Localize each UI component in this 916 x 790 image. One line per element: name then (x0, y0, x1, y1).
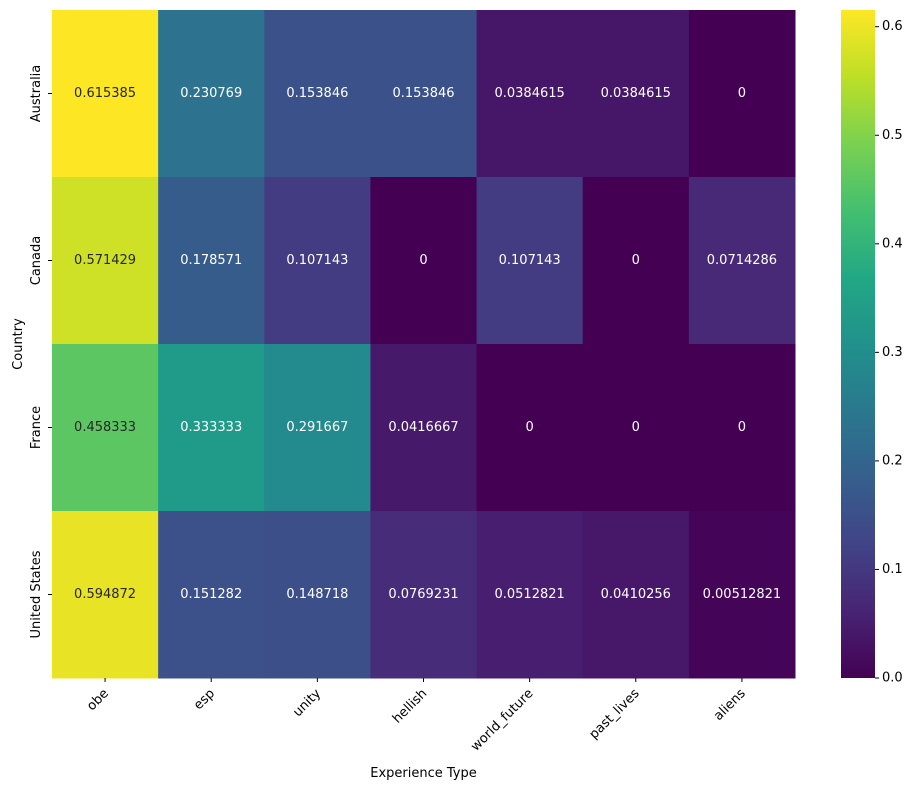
heatmap-cell (264, 10, 371, 178)
cell-value-label: 0.107143 (499, 253, 561, 268)
colorbar-tick-label: 0.3 (882, 345, 903, 360)
x-axis-ticks: obe esp unity hellish world_future past_lives… (84, 678, 749, 754)
heatmap-cell (688, 344, 796, 512)
x-tick-label: obe (84, 686, 112, 714)
cell-value-label: 0.153846 (392, 86, 454, 101)
y-tick-label: Australia (29, 65, 44, 123)
cell-value-label: 0.0410256 (601, 587, 671, 602)
heatmap-cell (476, 10, 584, 178)
cell-value-label: 0.0512821 (494, 587, 564, 602)
cell-value-label: 0 (526, 420, 534, 435)
heatmap-cell (476, 177, 584, 345)
cell-value-label: 0 (632, 253, 640, 268)
y-axis-ticks: Australia Canada France United States (29, 65, 52, 639)
y-tick-label: Canada (29, 236, 44, 285)
cell-value-label: 0.594872 (74, 587, 136, 602)
x-tick-label: esp (191, 686, 218, 713)
cell-value-label: 0 (632, 420, 640, 435)
heatmap-cell (158, 10, 265, 178)
y-axis-title: Country (11, 318, 26, 370)
heatmap-cell (52, 511, 159, 679)
colorbar-tick-label: 0.1 (882, 562, 903, 577)
x-tick-label: world_future (468, 686, 536, 754)
cell-value-label: 0.0416667 (388, 420, 458, 435)
heatmap-cell (52, 344, 159, 512)
heatmap-cell (370, 344, 478, 512)
x-tick-label: aliens (711, 686, 749, 724)
heatmap-cell (688, 177, 796, 345)
heatmap-cell (52, 177, 159, 345)
heatmap-cell (582, 177, 690, 345)
cell-value-label: 0.615385 (74, 86, 136, 101)
colorbar-tick-label: 0.0 (882, 671, 903, 686)
x-tick-label: past_lives (587, 686, 643, 742)
x-axis-title: Experience Type (370, 766, 477, 781)
cell-value-label: 0.571429 (74, 253, 136, 268)
cell-value-label: 0.00512821 (703, 587, 782, 602)
heatmap-cell (582, 511, 690, 679)
colorbar: 0.0 0.1 0.2 0.3 0.4 0.5 0.6 (841, 10, 903, 686)
colorbar-tick-label: 0.4 (882, 236, 903, 251)
heatmap-cell (688, 10, 796, 178)
cell-value-label: 0 (738, 86, 746, 101)
cell-value-label: 0.0714286 (707, 253, 777, 268)
heatmap-cell (264, 344, 371, 512)
y-tick-label: United States (29, 550, 44, 638)
cell-value-label: 0.148718 (286, 587, 348, 602)
heatmap-cell (688, 511, 796, 679)
heatmap-cell (158, 511, 265, 679)
cell-value-label: 0 (738, 420, 746, 435)
y-tick-label: France (29, 406, 44, 449)
cell-value-label: 0.291667 (286, 420, 348, 435)
colorbar-tick-label: 0.2 (882, 453, 903, 468)
heatmap-cell (476, 344, 584, 512)
heatmap-cell (582, 344, 690, 512)
x-tick-label: hellish (390, 686, 430, 726)
cell-value-label: 0.0384615 (494, 86, 564, 101)
cell-value-label: 0.151282 (180, 587, 242, 602)
cell-value-label: 0.0769231 (388, 587, 458, 602)
heatmap-cell (52, 10, 159, 178)
heatmap-cell (370, 177, 478, 345)
heatmap-cell (370, 511, 478, 679)
heatmap-cells: 0.615385 0.230769 0.153846 0.153846 0.038461… (52, 10, 796, 679)
colorbar-tick-label: 0.5 (882, 128, 903, 143)
heatmap-cell (582, 10, 690, 178)
cell-value-label: 0.0384615 (601, 86, 671, 101)
cell-value-label: 0.230769 (180, 86, 242, 101)
heatmap-cell (158, 177, 265, 345)
colorbar-tick-label: 0.6 (882, 19, 903, 34)
cell-value-label: 0.107143 (286, 253, 348, 268)
cell-value-label: 0 (419, 253, 427, 268)
cell-value-label: 0.458333 (74, 420, 136, 435)
heatmap-cell (476, 511, 584, 679)
heatmap-cell (264, 177, 371, 345)
heatmap-cell (370, 10, 478, 178)
cell-value-label: 0.153846 (286, 86, 348, 101)
heatmap-cell (264, 511, 371, 679)
cell-value-label: 0.333333 (180, 420, 242, 435)
x-tick-label: unity (290, 686, 324, 720)
colorbar-gradient (841, 10, 875, 678)
cell-value-label: 0.178571 (180, 253, 242, 268)
heatmap-cell (158, 344, 265, 512)
